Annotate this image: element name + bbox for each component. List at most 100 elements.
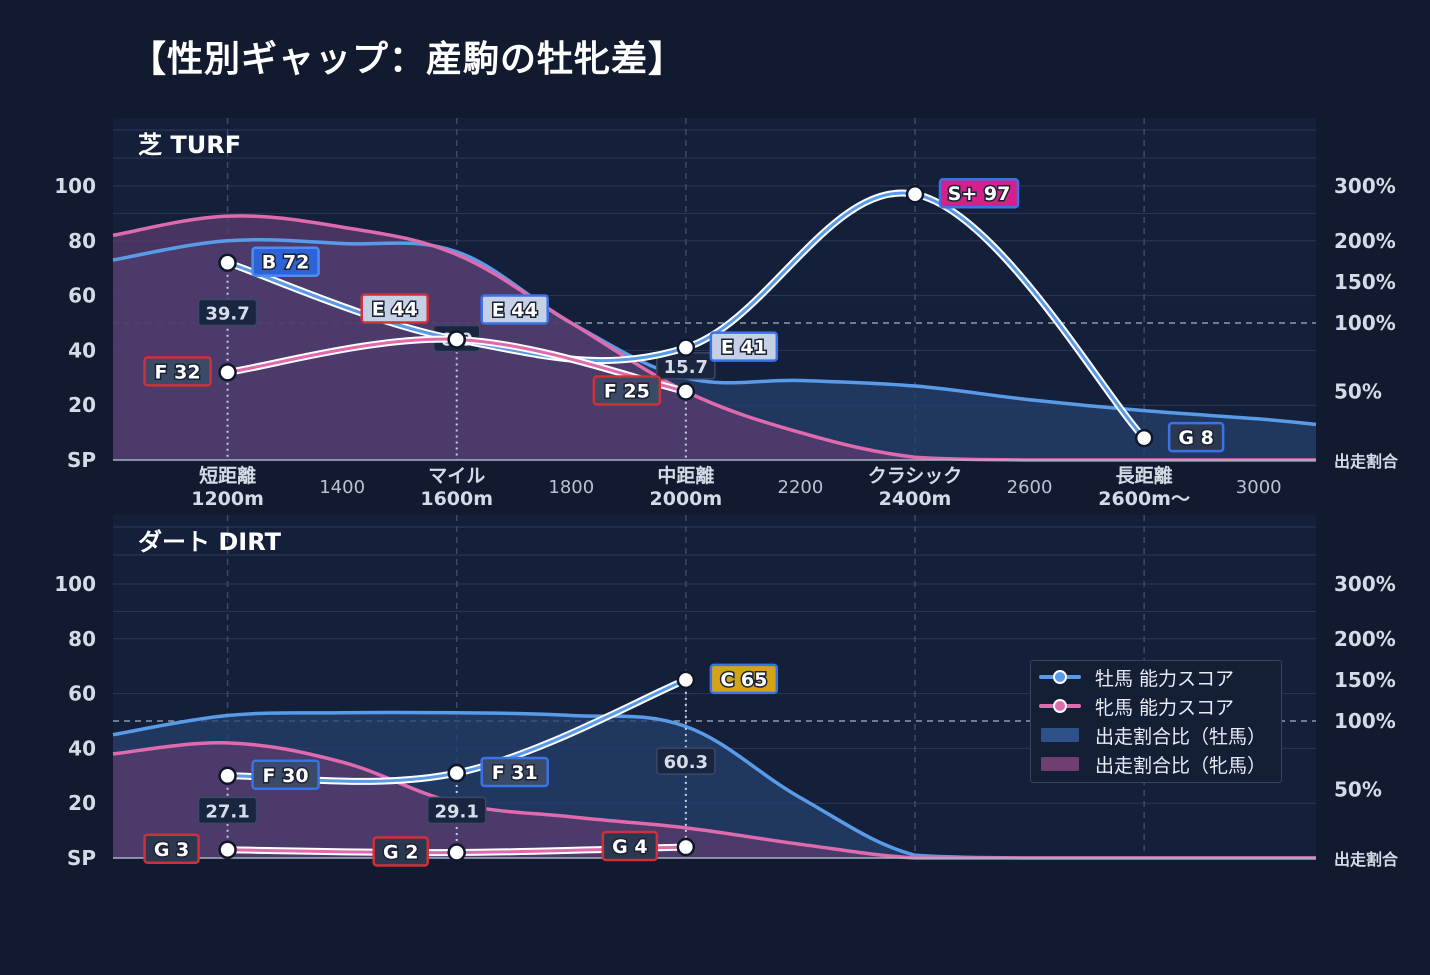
right-tick-label: 50% — [1334, 778, 1382, 802]
grade-badge — [360, 293, 429, 324]
legend-area-swatch — [1039, 725, 1081, 745]
panel-turf: SP 20 40 60 80 100 出走割合 50% 100% 150% 200% 300% 39.7… — [54, 118, 1399, 510]
legend-item: 牝馬 能力スコア — [1039, 693, 1234, 719]
panel-title: ダート DIRT — [138, 528, 282, 556]
data-point-ring — [218, 253, 237, 272]
data-point-ring — [676, 837, 696, 857]
y-tick-label: 80 — [68, 627, 96, 651]
grade-label: F 32 — [155, 361, 201, 383]
y-tick-label: SP — [67, 846, 96, 870]
x-tick-label: 2000m — [650, 488, 723, 510]
y-tick-label: 20 — [68, 791, 96, 815]
right-tick-label: 50% — [1334, 380, 1382, 404]
area-female — [113, 215, 1316, 460]
grade-label: G 4 — [612, 836, 647, 858]
right-tick-label: 150% — [1334, 668, 1396, 692]
x-tick-label: 2200 — [778, 477, 824, 498]
grade-badge — [709, 663, 779, 695]
right-tick-label: 150% — [1334, 270, 1396, 294]
grade-badge — [480, 756, 549, 788]
y-tick-label: 60 — [68, 284, 96, 308]
x-tick-label: 長距離 — [1116, 464, 1173, 487]
area-male-outline — [112, 237, 1317, 427]
legend-line-swatch — [1039, 696, 1081, 716]
grade-label: E 44 — [372, 298, 418, 320]
right-tick-label: 300% — [1334, 572, 1396, 596]
y-tick-label: 100 — [54, 572, 96, 596]
data-point-ring — [218, 766, 237, 786]
legend-item: 出走割合比（牝馬） — [1039, 751, 1266, 777]
grade-badge — [938, 177, 1020, 209]
x-tick-label: 2600m〜 — [1098, 488, 1190, 510]
grade-badge — [1167, 421, 1225, 453]
chart-legend: 牡馬 能力スコア 牝馬 能力スコア出走割合比（牡馬） 出走割合比（牝馬） — [1030, 660, 1282, 783]
grade-label: F 31 — [492, 762, 538, 784]
ratio-label-box — [426, 796, 487, 825]
right-tick-label: 300% — [1334, 174, 1396, 198]
data-point-ring — [447, 330, 466, 349]
legend-label: 出走割合比（牝馬） — [1095, 754, 1267, 777]
right-tick-label: 100% — [1334, 709, 1396, 733]
grade-badge — [372, 836, 429, 867]
y-tick-label: 40 — [68, 736, 96, 760]
legend-item: 出走割合比（牡馬） — [1039, 722, 1266, 748]
right-tick-label: 出走割合 — [1334, 850, 1399, 869]
x-tick-label: 中距離 — [657, 464, 714, 487]
right-tick-label: 200% — [1334, 627, 1396, 651]
right-tick-label: 100% — [1334, 311, 1396, 335]
legend-label: 出走割合比（牡馬） — [1095, 725, 1267, 748]
x-tick-label: 2400m — [879, 488, 952, 510]
data-point-ring — [218, 363, 237, 382]
x-tick-label: 3000 — [1236, 477, 1282, 498]
right-tick-label: 200% — [1334, 229, 1396, 253]
ratio-label: 27.1 — [205, 801, 249, 822]
panel-title: 芝 TURF — [138, 131, 241, 159]
ratio-label: 15.7 — [664, 357, 708, 378]
grade-label: F 30 — [263, 765, 309, 787]
grade-badge — [143, 356, 212, 387]
data-point-ring — [1134, 428, 1154, 448]
ratio-label: 60.3 — [664, 752, 708, 773]
right-tick-label: 出走割合 — [1334, 452, 1399, 471]
legend-area-swatch — [1039, 754, 1081, 774]
x-tick-label: 1800 — [548, 477, 594, 498]
data-point-ring — [676, 670, 696, 690]
data-point-ring — [218, 840, 237, 860]
data-point-ring — [447, 843, 466, 862]
x-tick-label: クラシック — [868, 465, 963, 487]
x-tick-label: マイル — [428, 465, 485, 487]
area-female — [113, 742, 1316, 858]
y-tick-label: 40 — [68, 338, 96, 362]
grade-label: S+ 97 — [948, 183, 1011, 205]
grade-badge — [592, 375, 662, 406]
x-tick-label: 2600 — [1007, 477, 1053, 498]
grade-label: G 8 — [1178, 427, 1213, 449]
y-tick-label: 60 — [68, 682, 96, 706]
grade-label: F 25 — [604, 381, 650, 403]
y-tick-label: 20 — [68, 393, 96, 417]
grade-label: E 44 — [492, 299, 538, 321]
y-tick-label: 80 — [68, 229, 96, 253]
ratio-label: 29.1 — [435, 801, 479, 822]
ratio-label-box — [197, 298, 258, 327]
y-tick-label: SP — [67, 448, 96, 472]
x-tick-label: 1200m — [191, 488, 264, 510]
data-point-ring — [447, 763, 466, 783]
grade-label: G 3 — [154, 839, 189, 861]
legend-label: 牝馬 能力スコア — [1095, 696, 1235, 719]
grade-label: B 72 — [262, 252, 310, 274]
grade-badge — [601, 830, 659, 862]
ratio-label-box — [197, 796, 258, 825]
grade-label: E 41 — [721, 337, 767, 359]
grade-badge — [143, 833, 200, 865]
grade-badge — [480, 294, 549, 325]
grade-badge — [251, 246, 320, 277]
grade-label: G 2 — [383, 842, 418, 864]
data-point-ring — [676, 338, 696, 357]
grade-badge — [709, 331, 779, 362]
x-tick-label: 1400 — [319, 477, 365, 498]
x-tick-label: 短距離 — [199, 464, 256, 487]
legend-label: 牡馬 能力スコア — [1095, 667, 1235, 690]
